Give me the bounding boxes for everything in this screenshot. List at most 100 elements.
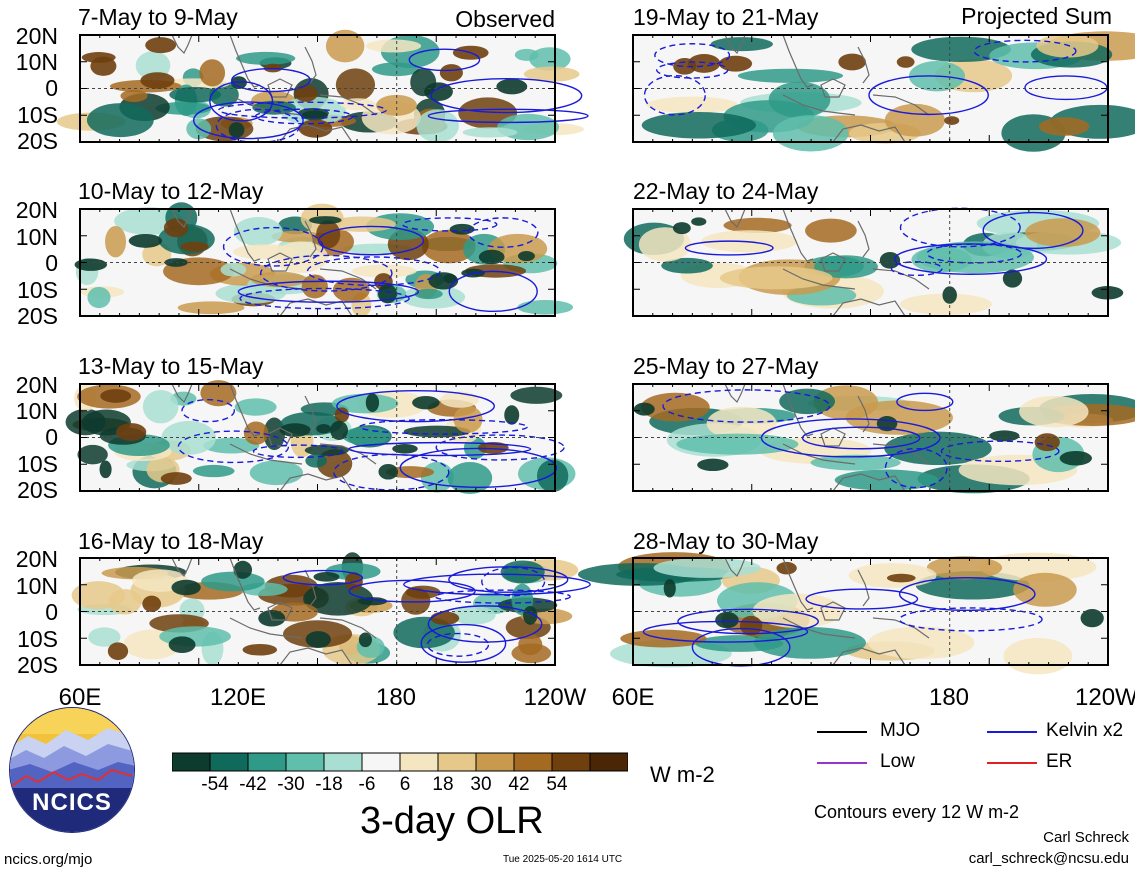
lat-tick-label: 10N [15, 49, 58, 75]
olr-anomaly-core [171, 579, 201, 596]
olr-anomaly-core [886, 573, 916, 583]
coastline-new-guinea [319, 443, 377, 465]
olr-anomaly-blob [271, 230, 323, 243]
olr-anomaly-core [715, 611, 739, 629]
olr-anomaly-core [989, 430, 1020, 442]
olr-anomaly-core [107, 642, 129, 661]
colorbar-swatch [475, 752, 515, 772]
olr-anomaly-blob [511, 643, 552, 664]
coastline-philippines [304, 395, 317, 433]
contour-note: Contours every 12 W m-2 [814, 802, 1020, 822]
olr-anomaly-core [838, 53, 866, 71]
olr-anomaly-blob [301, 274, 328, 299]
olr-anomaly-core [478, 249, 505, 265]
coastline-indochina [782, 208, 814, 262]
olr-anomaly-blob [199, 59, 226, 87]
contour-positive [427, 108, 589, 124]
olr-anomaly-blob [340, 98, 376, 111]
legend-label-kelvin: Kelvin x2 [1046, 720, 1124, 741]
coastline-indochina [782, 383, 814, 437]
olr-anomaly-blob [316, 449, 353, 478]
olr-anomaly-core [263, 63, 283, 73]
olr-anomaly-blob [500, 560, 545, 584]
olr-anomaly-blob [779, 388, 835, 415]
olr-anomaly-core [663, 579, 676, 598]
contour-positive [399, 447, 558, 488]
coastline-india [171, 557, 193, 578]
contour-negative [898, 607, 1043, 632]
olr-anomaly-core [309, 216, 342, 225]
contour-negative [481, 566, 546, 597]
olr-anomaly-blob [868, 626, 975, 659]
contour-negative [181, 398, 236, 423]
lat-tick-label: 20S [17, 303, 58, 329]
coastline-australia [279, 647, 353, 666]
contour-positive [642, 620, 809, 643]
olr-anomaly-core [691, 217, 707, 226]
olr-anomaly-blob [453, 405, 483, 433]
coastline-indochina [229, 383, 261, 437]
coastline-australia [832, 473, 906, 492]
olr-anomaly-core [334, 407, 350, 423]
map-ticks [79, 383, 556, 492]
olr-anomaly-blob [142, 389, 179, 424]
olr-anomaly-core [633, 402, 655, 416]
website-link[interactable]: ncics.org/mjo [4, 851, 93, 868]
colorbar-title: 3-day OLR [360, 800, 544, 842]
colorbar-label: 18 [432, 774, 454, 795]
olr-anomaly-blob [805, 218, 857, 243]
olr-anomaly-blob [249, 460, 303, 486]
olr-anomaly-blob [273, 241, 328, 273]
coastline-new-guinea [872, 94, 930, 116]
colorbar-swatch [172, 752, 211, 772]
lat-tick-label: 0 [45, 250, 58, 276]
coastline-philippines [304, 46, 317, 84]
olr-anomaly-core [228, 122, 245, 138]
olr-anomaly-blob [926, 556, 1003, 580]
olr-anomaly-core [99, 460, 112, 479]
olr-anomaly-core [449, 223, 475, 235]
colorbar-swatch [209, 752, 249, 772]
author-email[interactable]: carl_schreck@ncsu.edu [968, 850, 1129, 867]
legend-label-mjo: MJO [880, 720, 921, 741]
coastline-philippines [857, 569, 870, 607]
olr-anomaly-blob [105, 225, 127, 258]
coastline-india [724, 383, 746, 404]
olr-anomaly-blob [753, 627, 866, 659]
contour-positive [408, 48, 481, 72]
lat-tick-label: 10S [17, 277, 58, 303]
olr-anomaly-blob [1025, 218, 1101, 248]
lon-tick-label: 120W [523, 684, 587, 711]
olr-anomaly-blob [234, 398, 277, 416]
coastline-borneo [820, 252, 846, 272]
colorbar-label: 42 [508, 774, 530, 795]
contour-negative [655, 61, 729, 79]
olr-anomaly-blob [86, 103, 154, 138]
olr-anomaly-blob [510, 386, 563, 404]
contour-negative [217, 101, 387, 119]
contour-negative [252, 444, 344, 459]
coastline-borneo [820, 601, 846, 621]
olr-anomaly-core [439, 64, 463, 82]
contour-positive [282, 569, 364, 586]
contour-positive [209, 81, 274, 122]
lon-tick-label: 120W [1075, 685, 1135, 711]
contour-positive [448, 566, 569, 593]
contour-positive [318, 225, 425, 256]
contour-negative [254, 108, 354, 125]
contour-negative [654, 43, 731, 68]
olr-anomaly-blob [1019, 395, 1089, 428]
coastline-australia [832, 124, 906, 143]
olr-anomaly-blob [462, 127, 518, 138]
panel-title-3: 13-May to 15-May [78, 353, 264, 379]
coastline-sumatra-java [782, 443, 856, 465]
contour-positive [231, 67, 311, 93]
coastline-australia [832, 647, 906, 666]
coastline-india [724, 208, 746, 229]
coastline [171, 383, 377, 492]
olr-anomaly-blob [978, 552, 1097, 582]
map-ticks [632, 34, 1109, 143]
contour-positive [430, 77, 583, 114]
coastline-indochina [782, 557, 814, 611]
lat-tick-label: 10N [15, 573, 58, 599]
